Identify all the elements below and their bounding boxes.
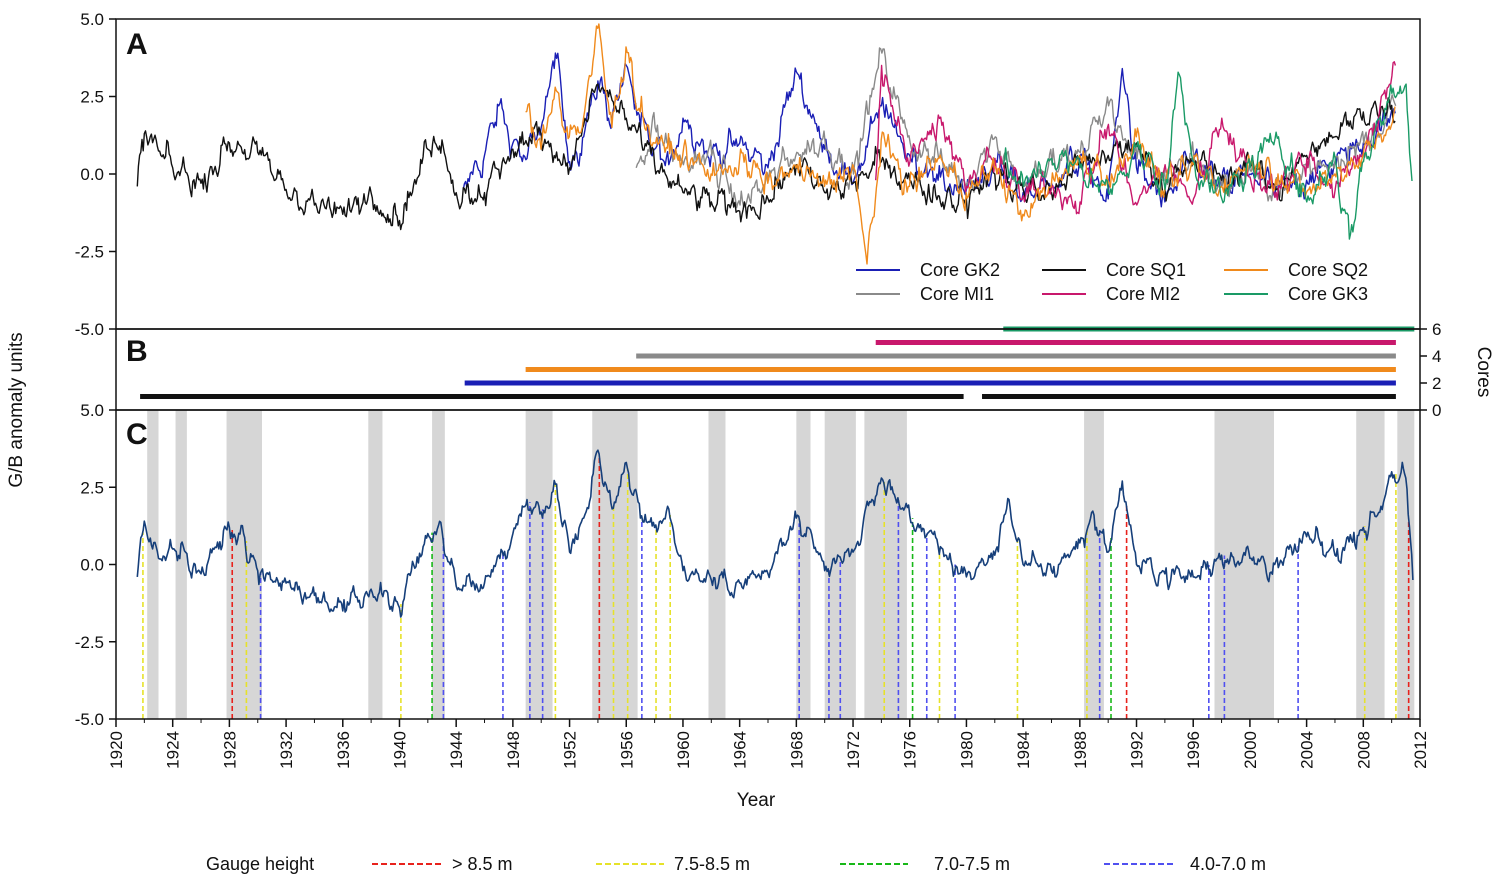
panel-label-b: B [126,335,148,368]
ytick-label-a-2: 0.0 [80,165,104,184]
series-line-core-gk3 [1002,71,1413,240]
legend-label-core-mi1: Core MI1 [920,284,994,304]
ytick-label-a-1: 2.5 [80,88,104,107]
legend-label-core-gk3: Core GK3 [1288,284,1368,304]
shaded-period-8 [796,410,811,719]
xtick-label-22: 2008 [1354,731,1373,769]
anomaly-series [136,23,1414,618]
xtick-label-13: 1972 [844,731,863,769]
shaded-period-11 [1084,410,1104,719]
cores-tick-label-0: 6 [1432,320,1441,339]
xtick-label-21: 2004 [1298,731,1317,769]
xtick-label-14: 1976 [901,731,920,769]
ytick-label-a-3: -2.5 [75,243,104,262]
shaded-period-1 [175,410,187,719]
xtick-label-4: 1936 [334,731,353,769]
ytick-label-a-0: 5.0 [80,10,104,29]
series-line-composite [136,449,1414,618]
series-line-core-mi2 [875,61,1397,215]
shaded-period-3 [368,410,383,719]
gauge-legend-label-yellow: 7.5-8.5 m [674,854,750,874]
cores-tick-label-2: 2 [1432,374,1441,393]
xtick-label-15: 1980 [957,731,976,769]
xtick-label-11: 1964 [731,731,750,769]
xtick-label-8: 1952 [561,731,580,769]
xtick-label-2: 1928 [220,731,239,769]
core-legend: Core GK2 Core MI1 Core SQ1 Core MI2 Core SQ2… [856,260,1368,304]
xtick-label-12: 1968 [787,731,806,769]
core-coverage-bars [140,326,1415,399]
axes: 5.0 2.5 0.0 -2.5 -5.0 5.0 2.5 0.0 -2.5 -5.0 6 4 2 0 19… [75,10,1442,769]
xtick-label-0: 1920 [107,731,126,769]
legend-label-core-sq1: Core SQ1 [1106,260,1186,280]
panel-label-a: A [126,28,148,61]
ytick-label-c-0: 5.0 [80,401,104,420]
ytick-label-c-4: -5.0 [75,710,104,729]
xtick-label-7: 1948 [504,731,523,769]
xtick-label-9: 1956 [617,731,636,769]
y-axis-title: G/B anomaly units [6,332,27,487]
xtick-label-6: 1944 [447,731,466,769]
gauge-legend-label-blue: 4.0-7.0 m [1190,854,1266,874]
shaded-period-13 [1356,410,1385,719]
xtick-label-17: 1988 [1071,731,1090,769]
shaded-period-7 [708,410,726,719]
xtick-label-5: 1940 [390,731,409,769]
ytick-label-c-1: 2.5 [80,478,104,497]
ytick-label-c-2: 0.0 [80,556,104,575]
ytick-label-c-3: -2.5 [75,633,104,652]
legend-label-core-gk2: Core GK2 [920,260,1000,280]
cores-tick-label-1: 4 [1432,347,1441,366]
panel-label-c: C [126,418,148,451]
shaded-period-4 [432,410,445,719]
shaded-period-10 [864,410,907,719]
legend-label-core-mi2: Core MI2 [1106,284,1180,304]
series-line-core-sq2 [525,23,1396,265]
ytick-label-a-4: -5.0 [75,320,104,339]
gauge-legend-label-green: 7.0-7.5 m [934,854,1010,874]
gauge-legend-title: Gauge height [206,854,314,874]
xtick-label-23: 2012 [1411,731,1430,769]
legend-label-core-sq2: Core SQ2 [1288,260,1368,280]
xtick-label-20: 2000 [1241,731,1260,769]
cores-axis-title: Cores [1473,347,1494,398]
shaded-period-0 [147,410,159,719]
gauge-legend-label-red: > 8.5 m [452,854,513,874]
xtick-label-16: 1984 [1014,731,1033,769]
xtick-label-10: 1960 [674,731,693,769]
gauge-legend: Gauge height > 8.5 m 7.5-8.5 m 7.0-7.5 m… [206,854,1266,874]
cores-tick-label-3: 0 [1432,401,1441,420]
shaded-period-14 [1397,410,1415,719]
series-line-core-gk2 [462,52,1396,208]
xtick-label-3: 1932 [277,731,296,769]
xtick-label-18: 1992 [1128,731,1147,769]
series-line-core-sq1 [136,83,1396,231]
xtick-label-1: 1924 [164,731,183,769]
xtick-label-19: 1996 [1184,731,1203,769]
flood-gauge-lines [142,456,1410,719]
x-axis-title: Year [737,790,776,811]
